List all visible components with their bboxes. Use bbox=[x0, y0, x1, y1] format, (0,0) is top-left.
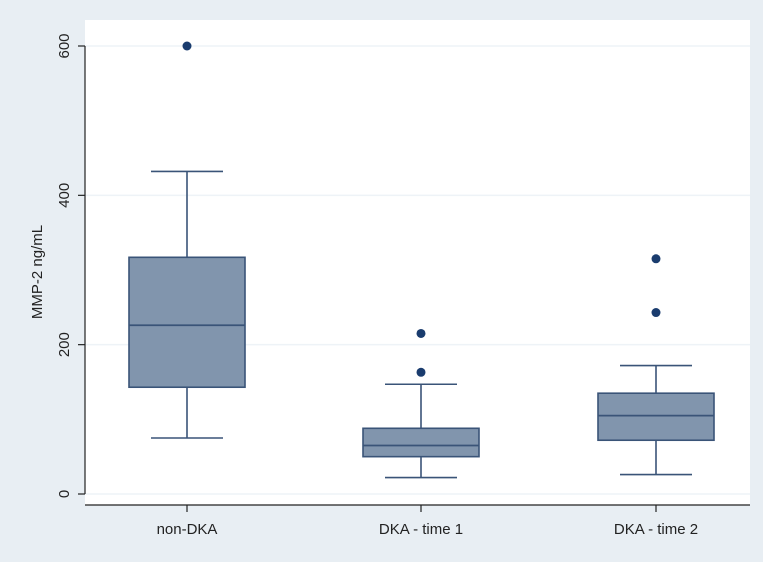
y-tick-label-400: 400 bbox=[56, 183, 73, 208]
x-tick-label-2: DKA - time 2 bbox=[614, 521, 698, 538]
box-group-2 bbox=[597, 254, 715, 476]
y-tick-label-0: 0 bbox=[56, 490, 73, 498]
y-tick-label-600: 600 bbox=[56, 33, 73, 58]
outlier-point-1-0 bbox=[416, 367, 426, 377]
x-tick-label-1: DKA - time 1 bbox=[379, 521, 463, 538]
outlier-point-2-1 bbox=[651, 254, 661, 264]
box-0 bbox=[128, 256, 246, 389]
axis-layer: 0 200 400 600 non-DKA DKA - time 1 DKA - time … bbox=[56, 33, 750, 538]
y-axis-title: MMP-2 ng/mL bbox=[29, 225, 46, 319]
box-layer bbox=[128, 41, 715, 479]
y-tick-label-200: 200 bbox=[56, 332, 73, 357]
x-tick-label-0: non-DKA bbox=[157, 521, 218, 538]
box-2 bbox=[597, 392, 715, 442]
outlier-point-2-0 bbox=[651, 308, 661, 318]
box-group-1 bbox=[362, 328, 480, 479]
grid-layer bbox=[85, 45, 750, 495]
box-1 bbox=[362, 427, 480, 458]
outlier-point-0-0 bbox=[182, 41, 192, 51]
outlier-point-1-1 bbox=[416, 328, 426, 338]
box-group-0 bbox=[128, 41, 246, 439]
